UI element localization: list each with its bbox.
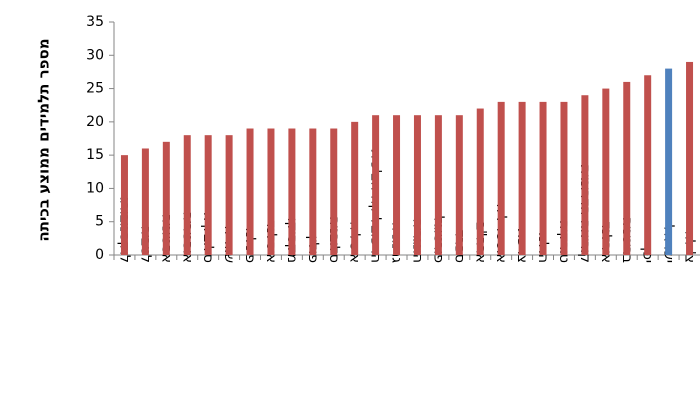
bar xyxy=(204,135,212,255)
y-tick-label: 5 xyxy=(95,214,104,230)
bar xyxy=(455,115,463,255)
y-tick-label: 30 xyxy=(86,47,104,63)
y-tick-label: 20 xyxy=(86,114,104,130)
bar xyxy=(581,95,589,255)
bar xyxy=(162,141,170,255)
bar xyxy=(476,108,484,256)
bar xyxy=(686,61,694,255)
y-axis-label: מספר תלמידים ממוצע בכיתה xyxy=(35,38,53,241)
bar xyxy=(330,128,338,255)
bar xyxy=(288,128,296,255)
bar xyxy=(539,101,547,255)
bar xyxy=(246,128,254,255)
y-tick-label: 10 xyxy=(86,180,104,196)
bar xyxy=(183,135,191,255)
bar xyxy=(497,101,505,255)
bar xyxy=(623,81,631,256)
y-tick-label: 35 xyxy=(86,14,104,30)
bar xyxy=(644,75,652,255)
bar xyxy=(434,115,442,255)
y-tick-label: 15 xyxy=(86,147,104,163)
bar xyxy=(413,115,421,255)
bar xyxy=(267,128,275,255)
bar xyxy=(518,101,526,255)
bar xyxy=(225,135,233,255)
bar xyxy=(560,101,568,255)
bar xyxy=(309,128,317,255)
bar xyxy=(372,115,380,255)
y-tick-label: 25 xyxy=(86,81,104,97)
bar xyxy=(665,68,673,255)
bar xyxy=(141,148,149,255)
y-tick-label: 0 xyxy=(95,247,104,263)
bar xyxy=(120,155,128,255)
bar xyxy=(393,115,401,255)
bar xyxy=(351,121,359,255)
x-tick-label: יפן xyxy=(640,247,656,263)
bar xyxy=(602,88,610,255)
